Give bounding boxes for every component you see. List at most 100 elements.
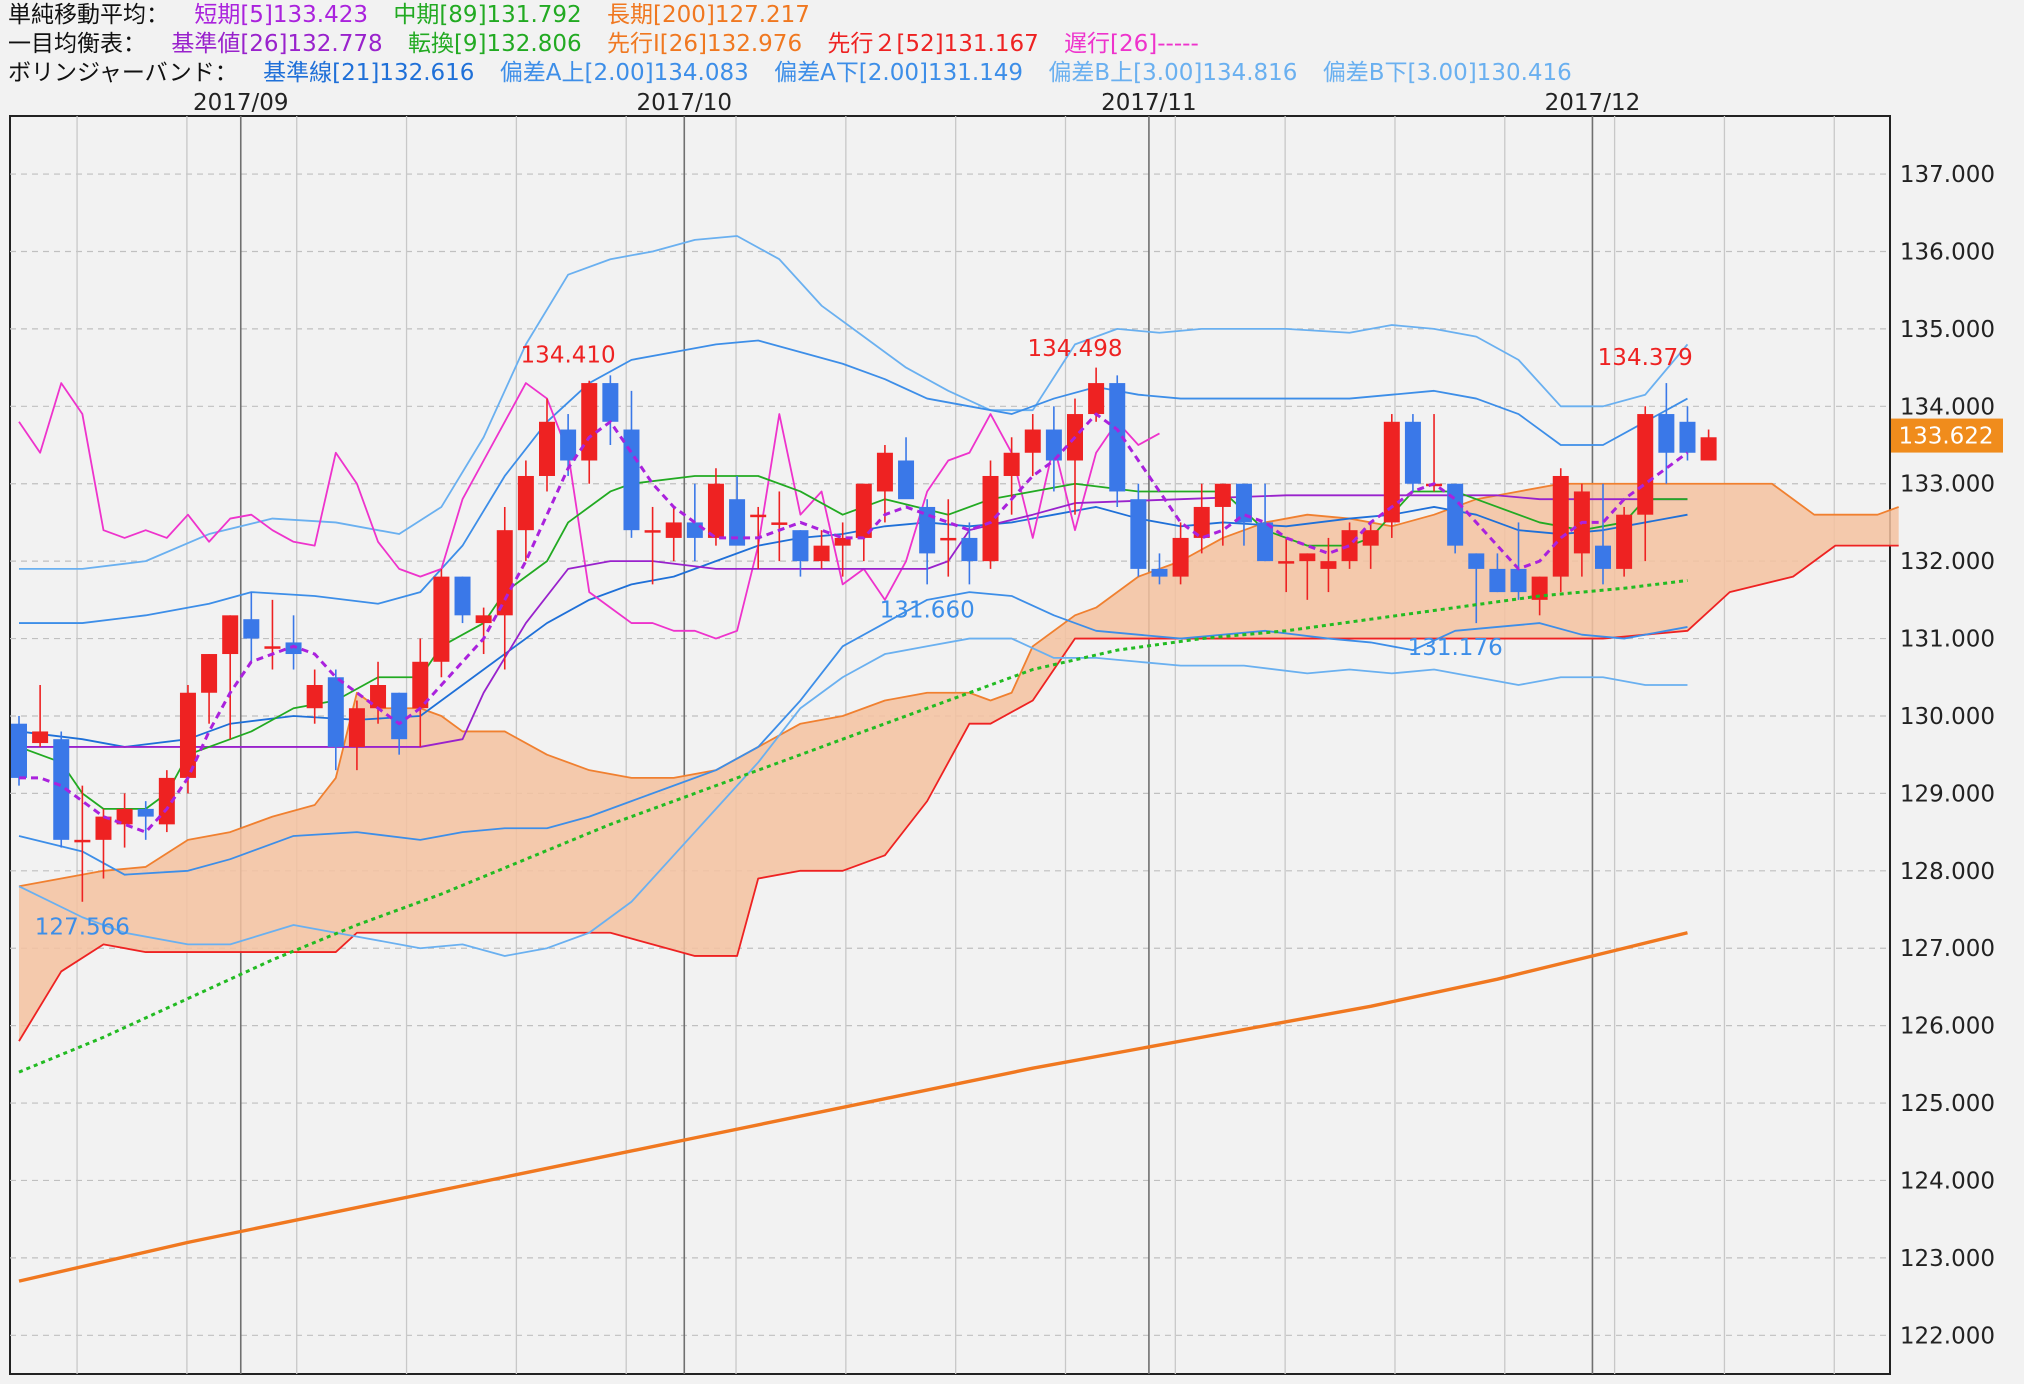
candle-body	[729, 499, 746, 546]
legend-senkou1: 先行Ⅰ[26]132.976	[606, 31, 803, 57]
candle-body	[1383, 421, 1400, 523]
candle-body	[560, 429, 577, 461]
candle-body	[1552, 475, 1569, 577]
y-tick-label: 132.000	[1900, 549, 1995, 575]
legend-senkou2: 先行２[52]131.167	[827, 31, 1039, 57]
candle-body	[1637, 414, 1654, 515]
candle-body	[1257, 522, 1274, 562]
candle-body	[644, 530, 661, 533]
candle-body	[940, 537, 957, 541]
legend-sma-long: 長期[200]127.217	[606, 2, 810, 28]
current-price-label: 133.622	[1898, 424, 1993, 450]
candle-body	[1235, 483, 1252, 523]
candle-body	[1616, 514, 1633, 569]
price-annotation: 134.410	[521, 343, 616, 369]
current-price-box	[1891, 418, 2003, 453]
candle-body	[1468, 553, 1485, 569]
candle-body	[1447, 483, 1464, 546]
series-sma-long	[18, 931, 1688, 1283]
legend-row-bollinger: ボリンジャーバンド： 基準線[21]132.616 偏差A上[2.00]134.…	[8, 59, 1590, 88]
legend-tenkan: 転換[9]132.806	[407, 31, 582, 57]
candle-body	[391, 692, 408, 740]
candle-body	[1341, 530, 1358, 562]
y-tick-label: 126.000	[1900, 1014, 1995, 1040]
candle-body	[1531, 576, 1548, 600]
candle-body	[771, 522, 788, 525]
candle-body	[433, 576, 450, 662]
candle-body	[74, 839, 91, 843]
candle-body	[222, 615, 239, 655]
candle-body	[1700, 437, 1717, 461]
candle-body	[201, 654, 218, 693]
candle-body	[665, 522, 682, 538]
candle-body	[1151, 568, 1168, 577]
candle-body	[1362, 530, 1379, 546]
candle-body	[982, 475, 999, 562]
series-chikou	[18, 382, 1160, 640]
candle-body	[412, 661, 429, 709]
candle-body	[707, 483, 724, 538]
y-tick-label: 137.000	[1900, 162, 1995, 188]
candle-body	[179, 692, 196, 778]
candle-body	[1193, 506, 1210, 538]
candle-body	[539, 421, 555, 476]
y-tick-label: 130.000	[1900, 704, 1995, 730]
candle-body	[517, 475, 534, 531]
candle-body	[243, 619, 260, 639]
candle-body	[1489, 568, 1506, 593]
candle-body	[496, 530, 513, 616]
candle-body	[285, 642, 302, 655]
series-boll-a-dn	[18, 591, 1688, 876]
ichimoku-cloud	[19, 483, 1899, 1042]
candle-body	[348, 708, 365, 747]
legend-bollinger-label: ボリンジャーバンド：	[8, 60, 238, 86]
candle-body	[602, 383, 619, 422]
candle-body	[1088, 383, 1105, 415]
y-tick-label: 135.000	[1900, 317, 1995, 343]
series-sma-short	[19, 412, 1689, 834]
legend-boll-b-dn: 偏差B下[3.00]130.416	[1322, 60, 1572, 86]
candle-body	[158, 777, 175, 825]
legend-chikou: 遅行[26]-----	[1064, 31, 1199, 57]
legend-boll-base: 基準線[21]132.616	[263, 60, 475, 86]
candles	[11, 367, 1717, 902]
candle-body	[813, 545, 830, 562]
series-boll-b	[19, 235, 1689, 570]
candle-body	[1658, 414, 1675, 453]
candle-body	[116, 808, 133, 825]
legend-sma-short: 短期[5]133.423	[194, 2, 369, 28]
candle-body	[137, 808, 154, 817]
candle-body	[792, 530, 809, 562]
y-tick-label: 128.000	[1900, 859, 1995, 885]
candle-body	[834, 537, 851, 546]
y-tick-label: 134.000	[1900, 394, 1995, 420]
candle-body	[327, 677, 344, 747]
legend-sma-label: 単純移動平均：	[8, 2, 169, 28]
legend-row-sma: 単純移動平均： 短期[5]133.423 中期[89]131.792 長期[20…	[8, 1, 828, 30]
candle-body	[1214, 483, 1231, 507]
legend-boll-a-dn: 偏差A下[2.00]131.149	[774, 60, 1024, 86]
y-tick-label: 124.000	[1900, 1168, 1995, 1194]
candle-body	[1024, 429, 1041, 453]
candle-body	[370, 685, 387, 709]
y-tick-label: 136.000	[1900, 239, 1995, 265]
candle-body	[1109, 383, 1126, 492]
price-annotation: 134.498	[1027, 336, 1122, 362]
legend-sma-mid: 中期[89]131.792	[393, 2, 582, 28]
series-boll-a	[19, 339, 1688, 624]
candle-body	[1679, 421, 1696, 453]
y-tick-label: 133.000	[1900, 472, 1995, 498]
legend-boll-b-up: 偏差B上[3.00]134.816	[1048, 60, 1298, 86]
senkou1-line	[18, 482, 1899, 888]
candle-body	[1404, 421, 1421, 484]
y-tick-label: 127.000	[1900, 936, 1995, 962]
y-tick-label: 122.000	[1900, 1323, 1995, 1349]
candle-body	[454, 576, 471, 616]
legend-kijun: 基準値[26]132.778	[171, 31, 383, 57]
y-tick-label: 123.000	[1900, 1246, 1995, 1272]
legend-boll-a-up: 偏差A上[2.00]134.083	[499, 60, 749, 86]
candle-body	[53, 739, 70, 840]
candle-body	[1320, 561, 1337, 569]
price-annotation: 131.176	[1408, 635, 1503, 661]
candle-body	[919, 506, 936, 554]
